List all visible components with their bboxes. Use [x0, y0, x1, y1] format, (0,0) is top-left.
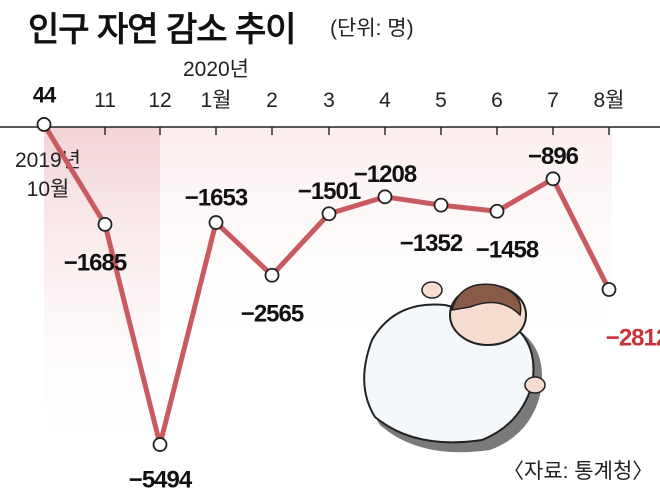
- data-point: [433, 197, 449, 213]
- data-label: 44: [33, 82, 57, 107]
- data-point: [264, 267, 280, 283]
- source-label: 〈자료: 통계청〉: [503, 460, 654, 483]
- data-point: [321, 206, 337, 222]
- data-point: [152, 437, 168, 452]
- data-label: −1653: [185, 185, 248, 212]
- data-label: −1208: [354, 161, 417, 188]
- data-label: −2565: [241, 300, 304, 327]
- x-tick-label: 3: [323, 89, 335, 112]
- baby-hair: [450, 283, 522, 317]
- x-tick-label: 5: [435, 89, 447, 112]
- x-tick-label: 6: [491, 89, 503, 112]
- x-tick-label: 7: [547, 89, 559, 112]
- data-point: [208, 215, 224, 230]
- x-tick-label: 4: [379, 89, 391, 112]
- baby-hand: [421, 281, 443, 299]
- baby-illustration: [363, 281, 546, 453]
- data-label: −2812: [606, 325, 660, 352]
- month-label-2019-10: 10월: [27, 178, 70, 201]
- x-tick-label: 12: [148, 89, 171, 112]
- data-point: [489, 203, 505, 219]
- unit-label: (단위: 명): [330, 17, 414, 40]
- baby-hand: [524, 376, 546, 394]
- data-point: [36, 117, 52, 132]
- data-label: −1458: [476, 236, 539, 263]
- data-point: [545, 171, 561, 187]
- data-point: [601, 282, 617, 297]
- year-label-2020: 2020년: [183, 58, 249, 81]
- x-tick-label: 8월: [594, 89, 625, 112]
- data-point: [97, 216, 113, 232]
- data-label: −5494: [129, 467, 193, 494]
- x-tick-label: 11: [94, 89, 116, 112]
- data-label: −1501: [298, 178, 361, 205]
- shade-2019: [44, 127, 160, 467]
- data-label: −1352: [400, 230, 463, 257]
- data-point: [377, 189, 393, 205]
- data-label: −896: [528, 143, 579, 170]
- x-tick-label: 1월: [201, 89, 232, 112]
- chart-title: 인구 자연 감소 추이: [28, 11, 297, 49]
- x-tick-label: 2: [266, 89, 278, 112]
- data-label: −1685: [64, 249, 127, 276]
